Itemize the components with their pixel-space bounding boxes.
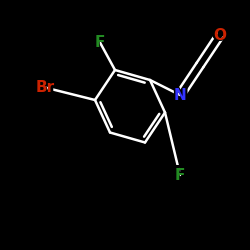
Text: N: N: [171, 85, 189, 105]
Text: O: O: [214, 28, 226, 42]
Text: F: F: [95, 35, 105, 50]
Text: F: F: [173, 165, 187, 185]
Text: O: O: [211, 25, 229, 45]
Text: Br: Br: [32, 78, 58, 98]
Text: N: N: [174, 88, 186, 102]
Text: F: F: [175, 168, 185, 182]
Text: F: F: [93, 32, 107, 52]
Text: Br: Br: [36, 80, 54, 95]
